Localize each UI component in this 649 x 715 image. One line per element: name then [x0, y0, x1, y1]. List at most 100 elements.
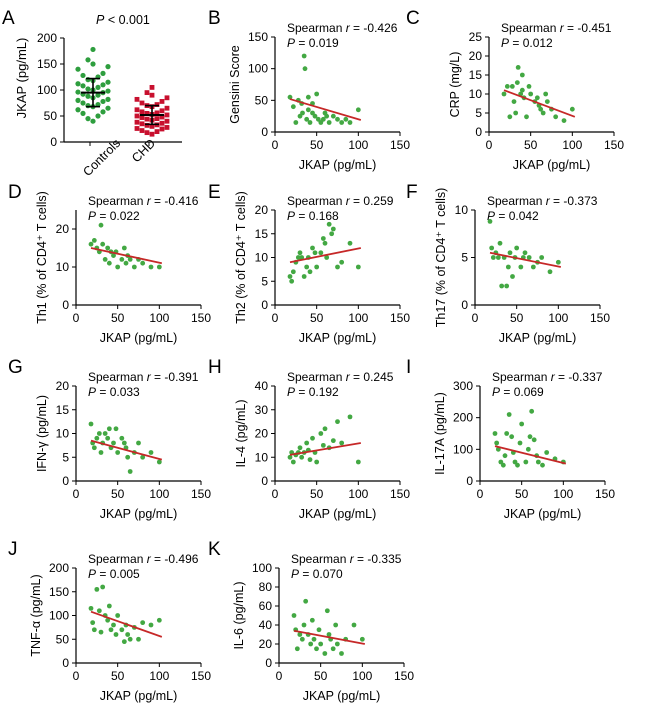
data-point — [91, 445, 97, 451]
stat-name: Spearman — [492, 370, 547, 384]
chd-point — [134, 107, 140, 113]
data-point — [487, 219, 493, 224]
x-tick-label: 0 — [272, 138, 279, 152]
panel-letter-d: D — [8, 182, 22, 203]
data-point — [504, 431, 510, 436]
y-tick-label: 300 — [453, 379, 473, 393]
p-symbol: P — [88, 385, 96, 399]
panel-letter-g: G — [8, 357, 23, 378]
group-label-chd: CHD — [129, 136, 158, 165]
data-point — [119, 257, 125, 262]
data-point — [330, 438, 336, 444]
y-tick-label: 20 — [255, 203, 269, 217]
r-value: = 0.259 — [350, 194, 394, 208]
control-point — [80, 110, 86, 116]
data-point — [525, 446, 531, 452]
regression-line — [293, 629, 365, 645]
data-point — [499, 283, 505, 289]
correlation-r-label: Spearman r = -0.451 — [501, 21, 612, 35]
control-point — [90, 61, 96, 67]
data-point — [307, 269, 313, 275]
data-point — [530, 264, 536, 270]
data-point — [105, 617, 111, 623]
data-point — [148, 622, 154, 628]
data-point — [339, 651, 344, 656]
data-point — [291, 613, 297, 618]
chd-point — [164, 112, 170, 118]
correlation-r-label: Spearman r = -0.496 — [88, 552, 199, 566]
data-point — [504, 84, 510, 89]
data-point — [305, 94, 311, 100]
p-symbol: P — [287, 36, 295, 50]
group-label-controls: Controls — [80, 136, 123, 179]
data-point — [517, 440, 523, 446]
data-point — [497, 240, 503, 246]
panel-e: E 0 50 100 150 0 5 10 15 20 JKAP (pg/mL) Th2 (% of … — [208, 182, 410, 345]
panel-c: C 0 50 100 150 0 5 10 15 20 25 JKAP (pg/mL) CRP (mg/… — [406, 8, 624, 172]
r-value: = -0.496 — [151, 552, 199, 566]
x-tick-label: 100 — [352, 669, 372, 683]
r-value: = 0.245 — [350, 370, 394, 384]
x-tick-label: 50 — [310, 138, 324, 152]
data-point — [334, 641, 340, 647]
p-symbol: P — [287, 385, 295, 399]
data-point — [287, 454, 293, 460]
data-point — [90, 620, 96, 626]
y-tick-label: 10 — [56, 260, 70, 274]
x-tick-label: 50 — [515, 487, 529, 501]
data-point — [314, 264, 320, 270]
panel-d: D 0 50 100 150 0 10 20 JKAP (pg/mL) Th1 (% of CD4… — [8, 182, 211, 345]
control-point — [85, 86, 91, 92]
regression-line — [90, 610, 163, 638]
data-point — [290, 269, 296, 275]
p-value: = 0.022 — [96, 209, 140, 223]
data-point — [539, 255, 545, 260]
data-point — [495, 255, 501, 260]
data-point — [326, 221, 332, 227]
regression-line — [289, 247, 362, 264]
data-point — [299, 454, 305, 460]
data-point — [529, 408, 535, 414]
data-point — [359, 636, 365, 642]
control-point — [95, 84, 101, 90]
chd-point — [159, 114, 165, 120]
chd-point — [159, 99, 165, 104]
correlation-r-label: Spearman r = -0.391 — [88, 370, 199, 384]
control-point — [80, 83, 86, 89]
y-tick-label: 5 — [261, 274, 268, 288]
y-tick-label: 10 — [56, 427, 70, 441]
data-point — [88, 605, 94, 611]
p-value: = 0.069 — [500, 385, 544, 399]
chd-point — [164, 105, 170, 111]
control-point — [80, 72, 86, 79]
data-point — [531, 437, 537, 443]
p-value-label: P = 0.033 — [88, 385, 140, 399]
y-tick-label: 200 — [37, 31, 57, 45]
panel-letter-b: B — [208, 8, 221, 29]
chd-point — [144, 116, 150, 122]
y-tick-label: 0 — [261, 125, 268, 139]
y-tick-label: 200 — [49, 561, 69, 575]
x-tick-label: 0 — [486, 138, 493, 152]
data-point — [507, 250, 513, 256]
x-axis-label: JKAP (pg/mL) — [100, 331, 178, 345]
stat-name: Spearman — [88, 194, 143, 208]
data-point — [302, 66, 308, 72]
p-value: = 0.168 — [295, 209, 339, 223]
y-tick-label: 15 — [469, 68, 483, 82]
x-tick-label: 100 — [548, 311, 568, 325]
p-value: = 0.005 — [96, 567, 140, 581]
data-point — [502, 453, 508, 459]
data-point — [330, 646, 336, 652]
p-value-label: P = 0.012 — [501, 36, 553, 50]
y-tick-label: 200 — [453, 411, 473, 425]
y-tick-label: 150 — [248, 30, 268, 44]
stat-name: Spearman — [501, 21, 556, 35]
data-point — [287, 274, 293, 279]
r-value: = -0.391 — [151, 370, 199, 384]
x-tick-label: 50 — [524, 138, 538, 152]
panel-letter-c: C — [406, 8, 420, 29]
data-point — [540, 462, 545, 468]
p-symbol: P — [487, 209, 495, 223]
x-tick-label: 150 — [390, 311, 410, 325]
